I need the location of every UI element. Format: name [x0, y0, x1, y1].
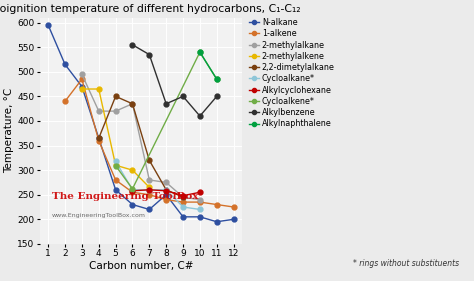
- Alkylcyclohexane: [180, 194, 186, 197]
- Alkylnaphthalene: [214, 78, 219, 81]
- N-alkane: [214, 220, 219, 223]
- 2,2-dimetylalkane: [96, 137, 101, 140]
- Text: www.EngineeringToolBox.com: www.EngineeringToolBox.com: [52, 213, 146, 218]
- Line: Alkylcyclohexane: Alkylcyclohexane: [130, 187, 202, 198]
- Line: N-alkane: N-alkane: [46, 23, 236, 224]
- 1-alkene: [96, 139, 101, 142]
- 1-alkene: [214, 203, 219, 206]
- 2-methylalkene: [96, 87, 101, 91]
- 2-methylalkane: [113, 109, 118, 113]
- 1-alkene: [129, 191, 135, 194]
- Line: Cycloalkane*: Cycloalkane*: [113, 159, 202, 212]
- 2,2-dimetylalkane: [113, 95, 118, 98]
- Title: Autoignition temperature of different hydrocarbons, C₁-C₁₂: Autoignition temperature of different hy…: [0, 4, 301, 14]
- 1-alkene: [79, 78, 85, 81]
- 1-alkene: [197, 200, 203, 204]
- Cycloalkene*: [113, 164, 118, 167]
- N-alkane: [164, 193, 169, 196]
- Line: 2-methylalkene: 2-methylalkene: [80, 87, 152, 190]
- Cycloalkane*: [129, 188, 135, 191]
- 1-alkene: [231, 205, 237, 209]
- Cycloalkane*: [113, 160, 118, 163]
- Alkylbenzene: [180, 95, 186, 98]
- Alkylbenzene: [164, 102, 169, 105]
- Alkylbenzene: [214, 95, 219, 98]
- 2,2-dimetylalkane: [146, 158, 152, 162]
- N-alkane: [129, 203, 135, 206]
- 2-methylalkane: [180, 196, 186, 199]
- Alkylbenzene: [146, 53, 152, 56]
- Cycloalkene*: [129, 187, 135, 191]
- 2-methylalkane: [129, 102, 135, 105]
- X-axis label: Carbon number, C#: Carbon number, C#: [89, 261, 193, 271]
- Alkylbenzene: [129, 43, 135, 46]
- Line: Cycloalkene*: Cycloalkene*: [113, 50, 219, 191]
- Alkylcyclohexane: [197, 191, 203, 194]
- 2-methylalkane: [146, 178, 152, 182]
- Line: 2,2-dimetylalkane: 2,2-dimetylalkane: [96, 94, 185, 200]
- Line: Alkylnaphthalene: Alkylnaphthalene: [198, 50, 219, 81]
- N-alkane: [79, 85, 85, 88]
- N-alkane: [96, 137, 101, 140]
- Cycloalkene*: [214, 78, 219, 81]
- 2-methylalkene: [146, 186, 152, 189]
- Line: Alkylbenzene: Alkylbenzene: [130, 42, 219, 119]
- Legend: N-alkane, 1-alkene, 2-methylalkane, 2-methylalkene, 2,2-dimetylalkane, Cycloalka: N-alkane, 1-alkene, 2-methylalkane, 2-me…: [248, 17, 336, 129]
- Line: 2-methylalkane: 2-methylalkane: [80, 72, 202, 202]
- Alkylnaphthalene: [197, 51, 203, 54]
- Alkylcyclohexane: [146, 188, 152, 191]
- 2,2-dimetylalkane: [180, 196, 186, 199]
- N-alkane: [231, 217, 237, 221]
- N-alkane: [46, 23, 51, 27]
- Cycloalkane*: [180, 205, 186, 209]
- Y-axis label: Temperature, °C: Temperature, °C: [4, 88, 14, 173]
- Alkylcyclohexane: [164, 189, 169, 192]
- 2-methylalkene: [79, 87, 85, 91]
- 1-alkene: [180, 200, 186, 204]
- Alkylcyclohexane: [129, 189, 135, 192]
- 2-methylalkane: [96, 109, 101, 113]
- 2-methylalkene: [113, 164, 118, 167]
- Text: * rings without substituents: * rings without substituents: [353, 259, 459, 268]
- N-alkane: [62, 63, 68, 66]
- N-alkane: [180, 215, 186, 219]
- N-alkane: [113, 188, 118, 191]
- 1-alkene: [146, 193, 152, 196]
- Alkylbenzene: [197, 114, 203, 118]
- 1-alkene: [113, 178, 118, 182]
- 2-methylalkene: [129, 168, 135, 172]
- 2,2-dimetylalkane: [129, 102, 135, 105]
- 2,2-dimetylalkane: [164, 188, 169, 191]
- 1-alkene: [62, 100, 68, 103]
- 2-methylalkane: [197, 198, 203, 201]
- 2-methylalkane: [79, 72, 85, 76]
- N-alkane: [146, 208, 152, 211]
- 1-alkene: [164, 198, 169, 201]
- N-alkane: [197, 215, 203, 219]
- Cycloalkane*: [197, 208, 203, 211]
- Cycloalkane*: [164, 188, 169, 191]
- 2-methylalkane: [164, 181, 169, 184]
- Cycloalkene*: [197, 51, 203, 54]
- Text: The Engineering ToolBox: The Engineering ToolBox: [52, 192, 198, 201]
- Cycloalkane*: [146, 188, 152, 191]
- Line: 1-alkene: 1-alkene: [63, 77, 236, 209]
